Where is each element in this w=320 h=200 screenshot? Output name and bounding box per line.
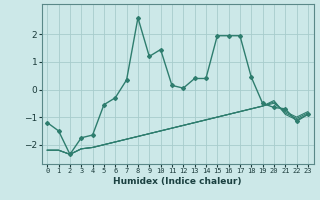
X-axis label: Humidex (Indice chaleur): Humidex (Indice chaleur): [113, 177, 242, 186]
